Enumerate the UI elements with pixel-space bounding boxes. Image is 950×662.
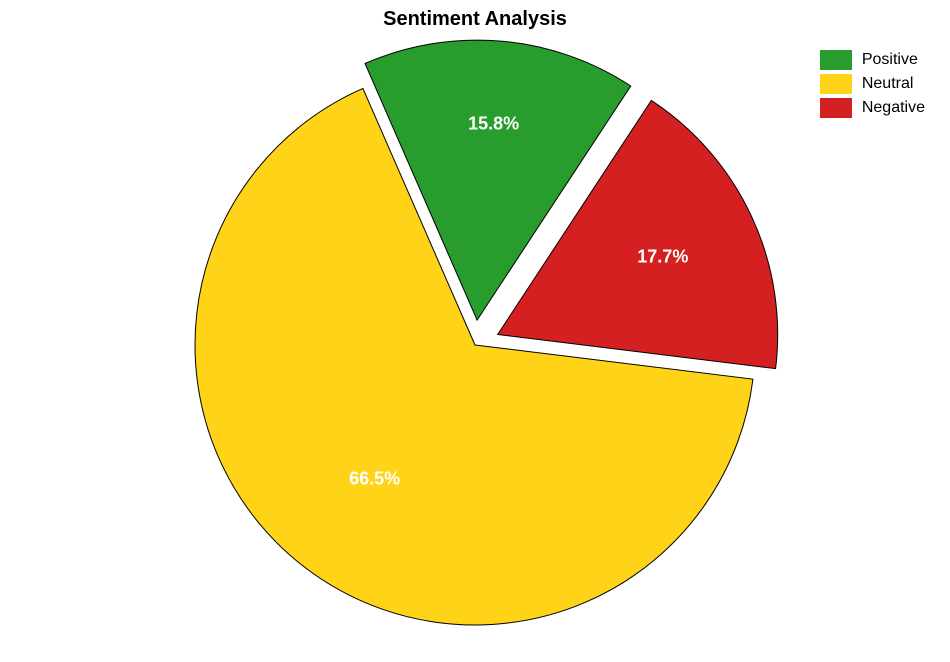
pie-label-negative: 17.7% bbox=[637, 247, 688, 267]
pie-label-neutral: 66.5% bbox=[349, 468, 400, 488]
legend-label-negative: Negative bbox=[862, 99, 925, 117]
legend: Positive Neutral Negative bbox=[820, 48, 925, 120]
pie-label-positive: 15.8% bbox=[468, 114, 519, 134]
sentiment-pie-chart: Sentiment Analysis 66.5%15.8%17.7% Posit… bbox=[0, 0, 950, 662]
legend-swatch-neutral bbox=[820, 74, 852, 94]
legend-label-positive: Positive bbox=[862, 51, 918, 69]
pie-svg: 66.5% 15.8% 17.7% bbox=[0, 0, 950, 662]
legend-label-neutral: Neutral bbox=[862, 75, 914, 93]
legend-item-neutral: Neutral bbox=[820, 72, 925, 96]
legend-swatch-positive bbox=[820, 50, 852, 70]
legend-swatch-negative bbox=[820, 98, 852, 118]
legend-item-positive: Positive bbox=[820, 48, 925, 72]
legend-item-negative: Negative bbox=[820, 96, 925, 120]
